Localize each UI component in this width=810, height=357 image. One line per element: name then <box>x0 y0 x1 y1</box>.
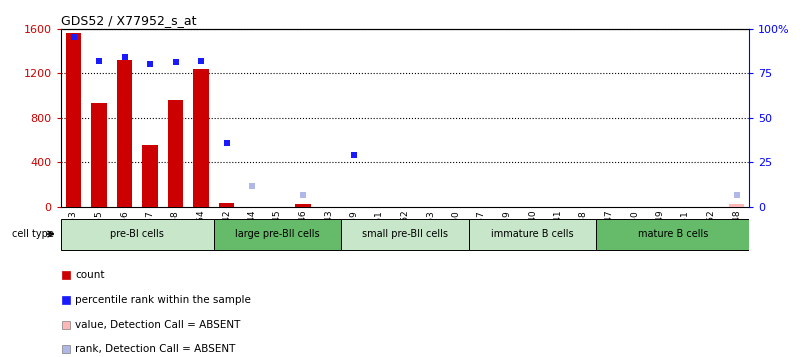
Bar <box>729 204 744 207</box>
Text: small pre-BII cells: small pre-BII cells <box>362 229 448 239</box>
Bar <box>143 145 158 207</box>
Bar <box>117 60 132 207</box>
Bar <box>194 69 209 207</box>
Text: value, Detection Call = ABSENT: value, Detection Call = ABSENT <box>75 320 241 330</box>
Bar <box>341 220 469 250</box>
Text: percentile rank within the sample: percentile rank within the sample <box>75 295 251 305</box>
Bar <box>66 33 81 207</box>
Bar <box>214 220 341 250</box>
Text: count: count <box>75 270 104 280</box>
Text: large pre-BII cells: large pre-BII cells <box>235 229 320 239</box>
Text: immature B cells: immature B cells <box>491 229 573 239</box>
Bar <box>168 100 183 207</box>
Text: cell type: cell type <box>12 229 54 239</box>
Text: mature B cells: mature B cells <box>637 229 708 239</box>
Text: pre-BI cells: pre-BI cells <box>110 229 164 239</box>
Bar <box>296 204 311 207</box>
Bar <box>92 103 107 207</box>
Bar <box>596 220 749 250</box>
Text: GDS52 / X77952_s_at: GDS52 / X77952_s_at <box>61 14 196 27</box>
Bar <box>729 204 744 207</box>
Bar <box>61 220 214 250</box>
Bar <box>469 220 596 250</box>
Bar <box>219 203 234 207</box>
Text: rank, Detection Call = ABSENT: rank, Detection Call = ABSENT <box>75 344 236 354</box>
